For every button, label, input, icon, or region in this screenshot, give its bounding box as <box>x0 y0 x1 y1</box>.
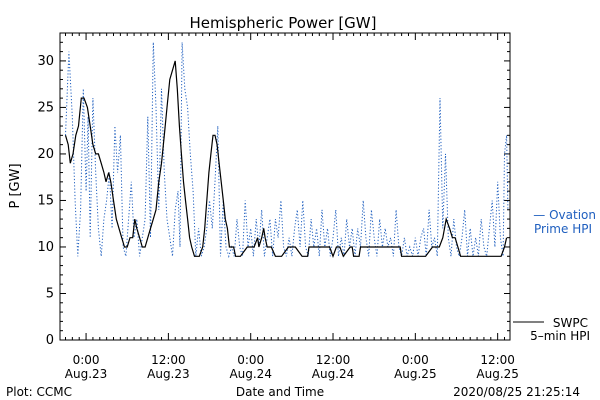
plot-frame <box>59 32 511 341</box>
x-tick-time-label: 0:00 <box>402 353 429 367</box>
chart-title: Hemispheric Power [GW] <box>190 14 377 32</box>
legend-swpc: SWPC 5–min HPI <box>513 316 590 343</box>
y-tick-label: 20 <box>37 147 54 162</box>
y-tick-label: 10 <box>37 240 54 255</box>
y-axis: 0 5 10 15 20 25 30 <box>37 41 510 348</box>
x-axis-label: Date and Time <box>236 385 324 399</box>
x-tick-time-label: 0:00 <box>73 353 100 367</box>
y-tick-label: 25 <box>37 100 54 115</box>
x-tick-date-label: Aug.23 <box>147 367 190 381</box>
y-tick-label: 0 <box>46 333 54 348</box>
y-tick-label: 30 <box>37 54 54 69</box>
x-tick-date-label: Aug.25 <box>476 367 519 381</box>
x-tick-date-label: Aug.24 <box>229 367 272 381</box>
x-axis: 0:00Aug.2312:00Aug.230:00Aug.2412:00Aug.… <box>65 33 519 381</box>
x-tick-time-label: 12:00 <box>316 353 351 367</box>
y-tick-label: 5 <box>46 286 54 301</box>
plot-credit: Plot: CCMC <box>6 385 72 399</box>
x-tick-date-label: Aug.24 <box>312 367 355 381</box>
series-ovation-prime-line <box>65 42 509 259</box>
y-axis-label: P [GW] <box>8 163 23 208</box>
y-tick-label: 15 <box>37 193 54 208</box>
x-tick-time-label: 12:00 <box>480 353 515 367</box>
plot-timestamp: 2020/08/25 21:25:14 <box>453 385 580 399</box>
legend-swpc-line1: SWPC <box>553 316 588 330</box>
x-tick-date-label: Aug.23 <box>65 367 108 381</box>
legend-swpc-line2: 5–min HPI <box>530 329 590 343</box>
x-tick-date-label: Aug.25 <box>394 367 437 381</box>
x-tick-time-label: 12:00 <box>151 353 186 367</box>
legend-ovation: — Ovation Prime HPI <box>533 208 596 236</box>
series-swpc-line <box>64 60 508 259</box>
x-tick-time-label: 0:00 <box>237 353 264 367</box>
legend-ovation-line1: — Ovation <box>533 208 596 222</box>
series-layer <box>64 42 509 259</box>
legend-ovation-line2: Prime HPI <box>534 222 592 236</box>
